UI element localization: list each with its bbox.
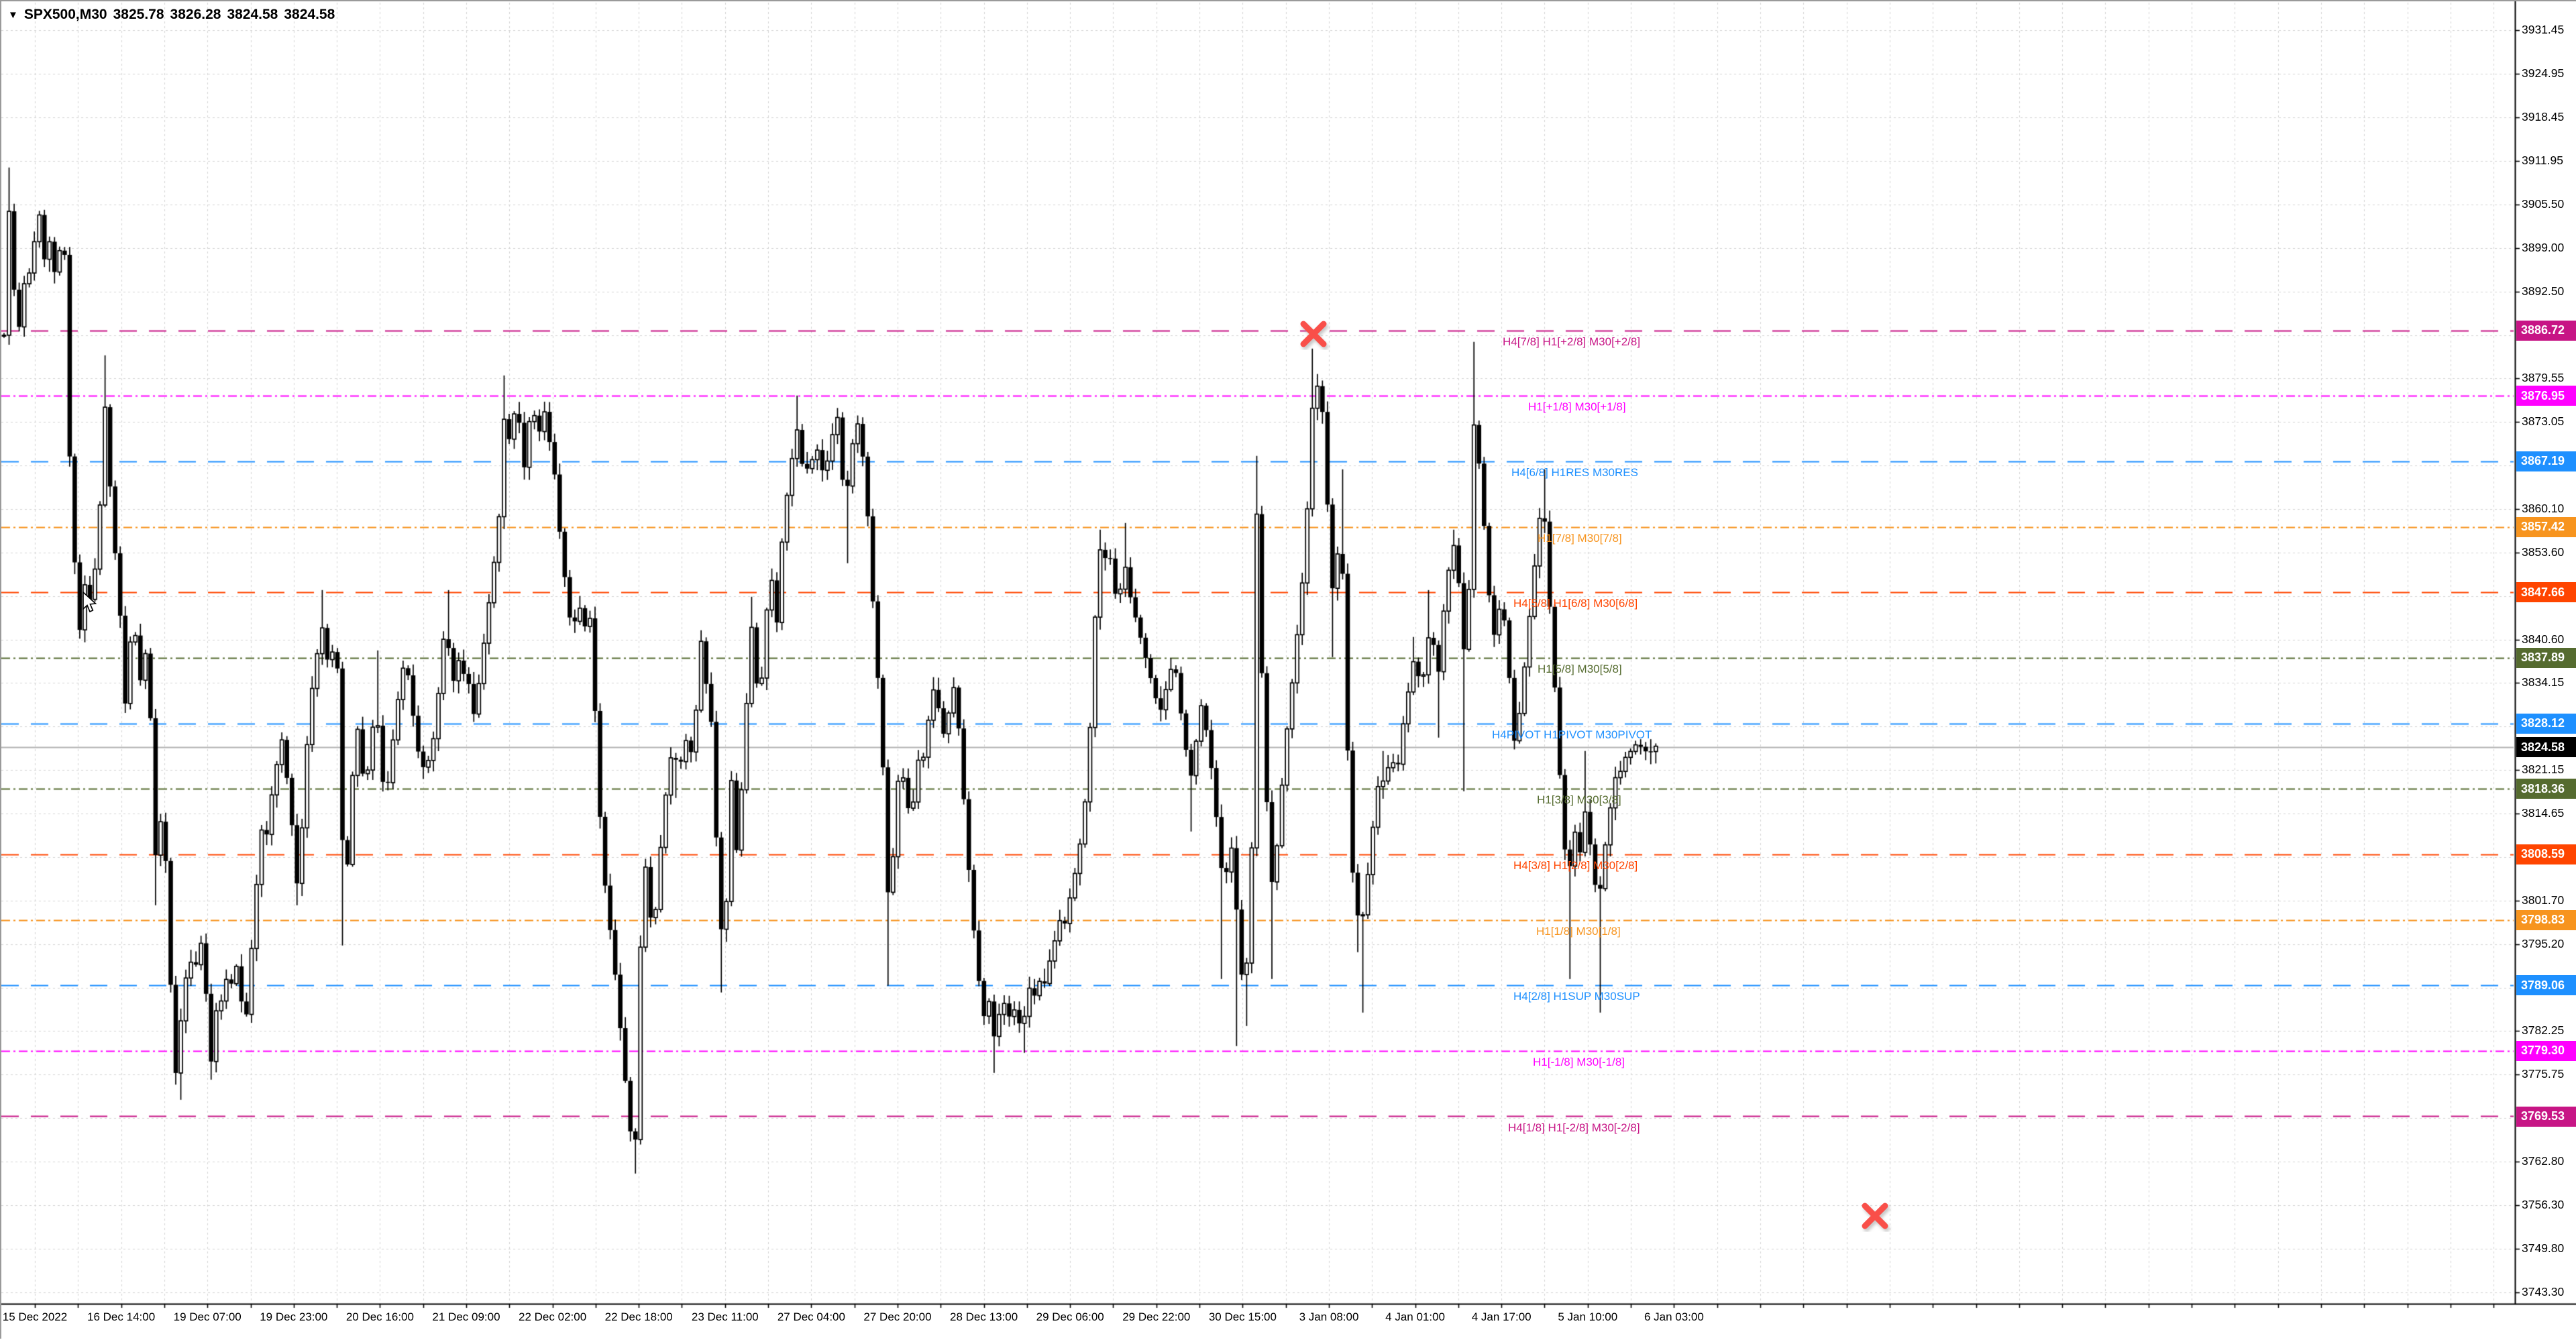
price-tick-label: 3821.15 — [2522, 763, 2565, 777]
price-tick-label: 3873.05 — [2522, 414, 2565, 429]
level-label: H4[3/8] H1[2/8] M30[2/8] — [1513, 858, 1638, 872]
level-label: H1[1/8] M30[1/8] — [1536, 924, 1621, 938]
level-price-badge: 3798.83 — [2516, 909, 2576, 930]
price-tick-label: 3879.55 — [2522, 371, 2565, 385]
time-axis-label: 4 Jan 01:00 — [1385, 1310, 1446, 1323]
time-axis-label: 29 Dec 22:00 — [1122, 1310, 1191, 1323]
time-axis-label: 15 Dec 2022 — [2, 1310, 68, 1323]
current-price-badge: 3824.58 — [2516, 737, 2576, 757]
time-axis-label: 5 Jan 10:00 — [1558, 1310, 1618, 1323]
time-axis-label: 19 Dec 23:00 — [260, 1310, 328, 1323]
price-tick-label: 3749.80 — [2522, 1241, 2565, 1255]
level-price-badge: 3769.53 — [2516, 1106, 2576, 1127]
time-axis-label: 21 Dec 09:00 — [432, 1310, 500, 1323]
time-axis-label: 22 Dec 02:00 — [519, 1310, 587, 1323]
level-price-badge: 3828.12 — [2516, 713, 2576, 734]
trade-close-cross-icon[interactable] — [1859, 1201, 1892, 1232]
level-label: H4[1/8] H1[-2/8] M30[-2/8] — [1508, 1121, 1640, 1134]
price-tick-label: 3775.75 — [2522, 1067, 2565, 1081]
price-tick-label: 3840.60 — [2522, 632, 2565, 646]
time-axis-label: 6 Jan 03:00 — [1644, 1310, 1704, 1323]
time-axis-label: 22 Dec 18:00 — [604, 1310, 673, 1323]
time-axis-label: 4 Jan 17:00 — [1471, 1310, 1532, 1323]
price-tick-label: 3918.45 — [2522, 110, 2565, 124]
mouse-cursor-icon — [83, 592, 97, 613]
ohlc-low-value: 3824.58 — [227, 7, 278, 22]
time-axis-label: 20 Dec 16:00 — [345, 1310, 414, 1323]
price-tick-label: 3795.20 — [2522, 936, 2565, 950]
ohlc-close-value: 3824.58 — [284, 7, 335, 22]
price-tick-label: 3905.50 — [2522, 197, 2565, 211]
ohlc-high-value: 3826.28 — [170, 7, 221, 22]
level-price-badge: 3818.36 — [2516, 779, 2576, 799]
level-price-badge: 3867.19 — [2516, 451, 2576, 471]
symbol-timeframe-label: SPX500,M30 — [23, 7, 107, 22]
level-label: H4[5/8] H1[6/8] M30[6/8] — [1513, 597, 1638, 610]
level-label: H4PIVOT H1PIVOT M30PIVOT — [1492, 728, 1652, 741]
level-label: H1[7/8] M30[7/8] — [1538, 531, 1622, 545]
time-axis-label: 30 Dec 15:00 — [1208, 1310, 1277, 1323]
price-tick-label: 3814.65 — [2522, 806, 2565, 820]
price-tick-label: 3762.80 — [2522, 1154, 2565, 1168]
price-tick-label: 3911.95 — [2522, 154, 2563, 168]
level-price-badge: 3779.30 — [2516, 1040, 2576, 1061]
time-axis-label: 27 Dec 20:00 — [863, 1310, 932, 1323]
price-tick-label: 3756.30 — [2522, 1197, 2565, 1211]
level-label: H1[5/8] M30[5/8] — [1538, 662, 1622, 675]
price-tick-label: 3834.15 — [2522, 675, 2565, 689]
price-tick-label: 3931.45 — [2522, 23, 2565, 37]
level-price-badge: 3808.59 — [2516, 844, 2576, 864]
time-axis-label: 28 Dec 13:00 — [950, 1310, 1018, 1323]
chevron-down-icon[interactable]: ▼ — [8, 9, 18, 21]
price-tick-label: 3853.60 — [2522, 545, 2565, 559]
level-label: H1[+1/8] M30[+1/8] — [1528, 400, 1626, 414]
time-axis-label: 3 Jan 08:00 — [1299, 1310, 1359, 1323]
level-price-badge: 3857.42 — [2516, 516, 2576, 537]
time-axis-label: 27 Dec 04:00 — [777, 1310, 845, 1323]
price-tick-label: 3892.50 — [2522, 284, 2565, 298]
time-axis-label: 23 Dec 11:00 — [691, 1310, 759, 1323]
price-tick-label: 3743.30 — [2522, 1284, 2565, 1298]
symbol-header: ▼ SPX500,M30 3825.78 3826.28 3824.58 382… — [8, 7, 335, 23]
price-tick-label: 3801.70 — [2522, 893, 2565, 907]
level-price-badge: 3837.89 — [2516, 647, 2576, 668]
price-tick-label: 3899.00 — [2522, 240, 2565, 254]
price-tick-label: 3860.10 — [2522, 501, 2565, 515]
ohlc-open-value: 3825.78 — [113, 7, 164, 22]
level-price-badge: 3847.66 — [2516, 582, 2576, 603]
price-tick-label: 3782.25 — [2522, 1023, 2565, 1038]
level-label: H4[7/8] H1[+2/8] M30[+2/8] — [1503, 335, 1641, 348]
level-label: H1[-1/8] M30[-1/8] — [1533, 1055, 1625, 1068]
time-axis-label: 19 Dec 07:00 — [173, 1310, 241, 1323]
level-price-badge: 3886.72 — [2516, 320, 2576, 341]
price-tick-label: 3924.95 — [2522, 66, 2565, 80]
level-label: H4[2/8] H1SUP M30SUP — [1513, 990, 1640, 1003]
time-axis-label: 29 Dec 06:00 — [1036, 1310, 1104, 1323]
level-price-badge: 3789.06 — [2516, 975, 2576, 996]
level-label: H4[6/8] H1RES M30RES — [1511, 465, 1638, 479]
level-label: H1[3/8] M30[3/8] — [1537, 793, 1621, 807]
level-price-badge: 3876.95 — [2516, 386, 2576, 406]
time-axis-label: 16 Dec 14:00 — [87, 1310, 156, 1323]
trade-close-cross-icon[interactable] — [1297, 319, 1331, 350]
